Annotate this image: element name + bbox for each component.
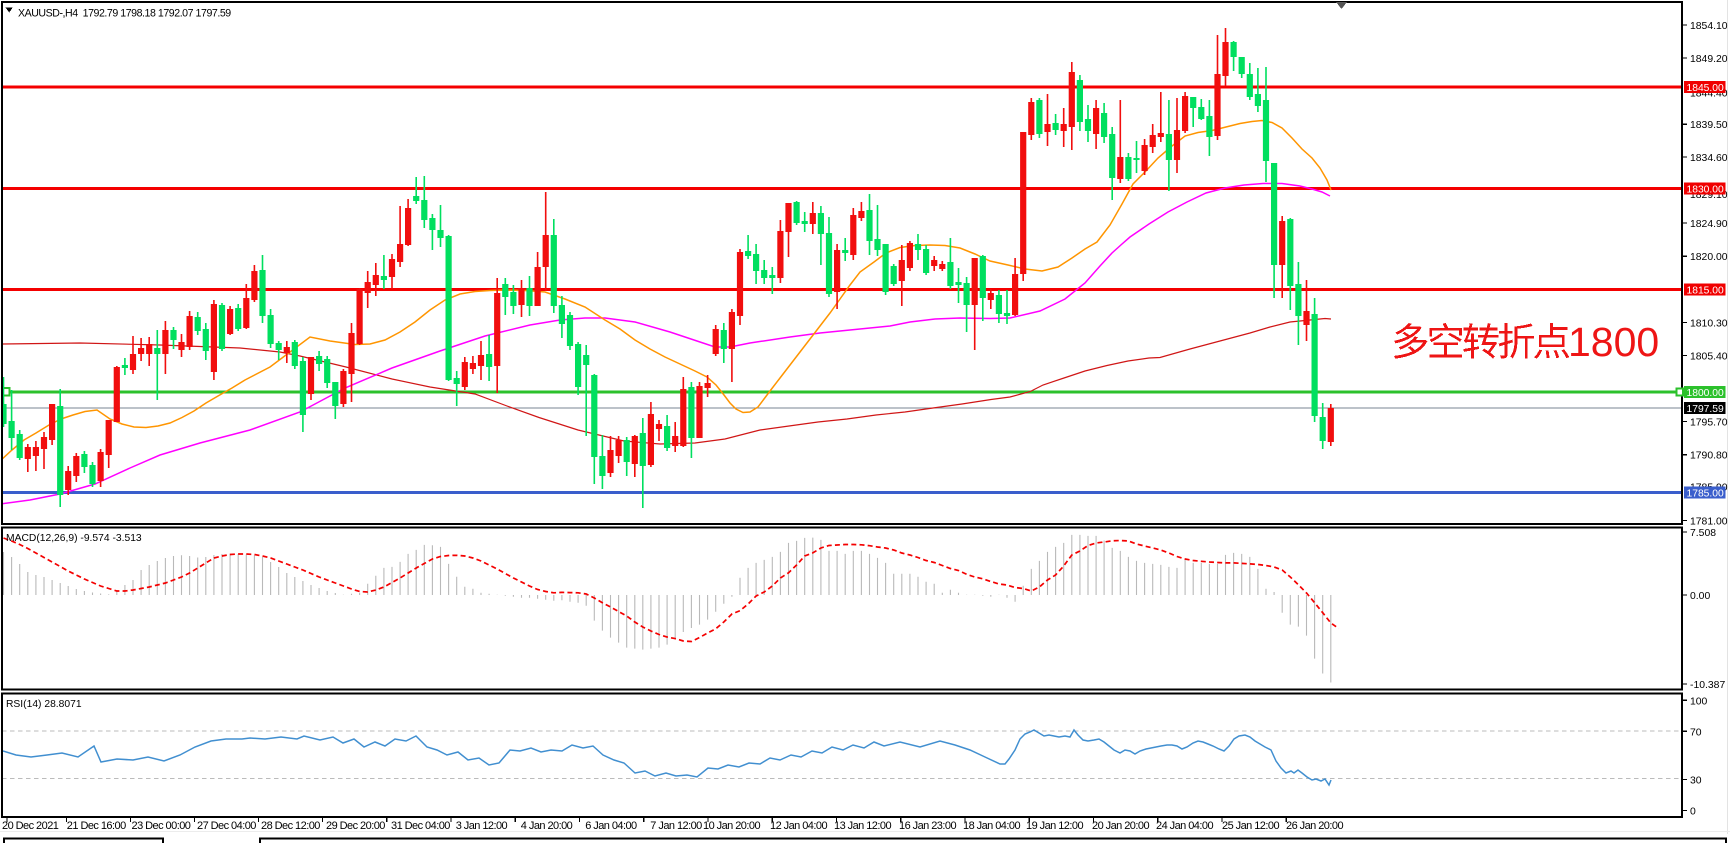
svg-text:1854.10: 1854.10 (1690, 21, 1728, 32)
svg-text:-10.387: -10.387 (1690, 680, 1725, 691)
svg-text:7 Jan 12:00: 7 Jan 12:00 (650, 820, 702, 832)
svg-text:16 Jan 23:00: 16 Jan 23:00 (899, 820, 956, 832)
svg-text:6 Jan 04:00: 6 Jan 04:00 (585, 820, 637, 832)
svg-text:1797.59: 1797.59 (1687, 404, 1724, 415)
svg-text:4 Jan 20:00: 4 Jan 20:00 (521, 820, 573, 832)
svg-text:MACD(12,26,9) -9.574 -3.513: MACD(12,26,9) -9.574 -3.513 (6, 533, 142, 544)
svg-text:24 Jan 04:00: 24 Jan 04:00 (1156, 820, 1213, 832)
svg-text:1820.00: 1820.00 (1690, 252, 1728, 263)
svg-text:1790.80: 1790.80 (1690, 451, 1728, 462)
svg-text:1785.00: 1785.00 (1687, 488, 1724, 499)
svg-text:23 Dec 00:00: 23 Dec 00:00 (132, 820, 191, 832)
svg-text:1800: 1800 (1568, 319, 1659, 365)
svg-text:1781.00: 1781.00 (1690, 517, 1728, 528)
svg-text:25 Jan 12:00: 25 Jan 12:00 (1222, 820, 1279, 832)
svg-text:1834.60: 1834.60 (1690, 153, 1728, 164)
svg-text:30: 30 (1690, 776, 1702, 787)
svg-text:1844.40: 1844.40 (1690, 89, 1728, 100)
svg-text:1839.50: 1839.50 (1690, 120, 1728, 131)
svg-text:13 Jan 12:00: 13 Jan 12:00 (834, 820, 891, 832)
svg-text:31 Dec 04:00: 31 Dec 04:00 (391, 820, 450, 832)
svg-text:1845.00: 1845.00 (1687, 83, 1724, 94)
svg-text:70: 70 (1690, 727, 1702, 738)
svg-text:19 Jan 12:00: 19 Jan 12:00 (1026, 820, 1083, 832)
svg-text:1824.90: 1824.90 (1690, 219, 1728, 230)
svg-text:7.508: 7.508 (1690, 528, 1716, 539)
svg-text:21 Dec 16:00: 21 Dec 16:00 (67, 820, 126, 832)
svg-text:10 Jan 20:00: 10 Jan 20:00 (703, 820, 760, 832)
svg-text:12 Jan 04:00: 12 Jan 04:00 (770, 820, 827, 832)
svg-text:1800.00: 1800.00 (1687, 388, 1724, 399)
svg-text:28 Dec 12:00: 28 Dec 12:00 (261, 820, 320, 832)
svg-text:XAUUSD-,H4 1792.79 1798.18 17: XAUUSD-,H4 1792.79 1798.18 1792.07 1797.… (18, 8, 231, 20)
svg-text:1849.20: 1849.20 (1690, 54, 1728, 65)
svg-text:1815.00: 1815.00 (1687, 285, 1724, 296)
svg-text:1810.30: 1810.30 (1690, 319, 1728, 330)
svg-text:3 Jan 12:00: 3 Jan 12:00 (456, 820, 508, 832)
svg-text:1829.10: 1829.10 (1690, 190, 1728, 201)
svg-text:1830.00: 1830.00 (1687, 184, 1724, 195)
svg-text:RSI(14) 28.8071: RSI(14) 28.8071 (6, 699, 82, 710)
svg-text:0: 0 (1690, 807, 1696, 818)
svg-text:0.00: 0.00 (1690, 591, 1710, 602)
svg-text:20 Dec 2021: 20 Dec 2021 (2, 820, 59, 832)
svg-text:1795.70: 1795.70 (1690, 418, 1728, 429)
svg-text:27 Dec 04:00: 27 Dec 04:00 (197, 820, 256, 832)
svg-text:100: 100 (1690, 696, 1708, 707)
svg-text:1805.40: 1805.40 (1690, 352, 1728, 363)
svg-text:26 Jan 20:00: 26 Jan 20:00 (1286, 820, 1343, 832)
svg-text:20 Jan 20:00: 20 Jan 20:00 (1092, 820, 1149, 832)
svg-text:18 Jan 04:00: 18 Jan 04:00 (963, 820, 1020, 832)
svg-text:29 Dec 20:00: 29 Dec 20:00 (326, 820, 385, 832)
